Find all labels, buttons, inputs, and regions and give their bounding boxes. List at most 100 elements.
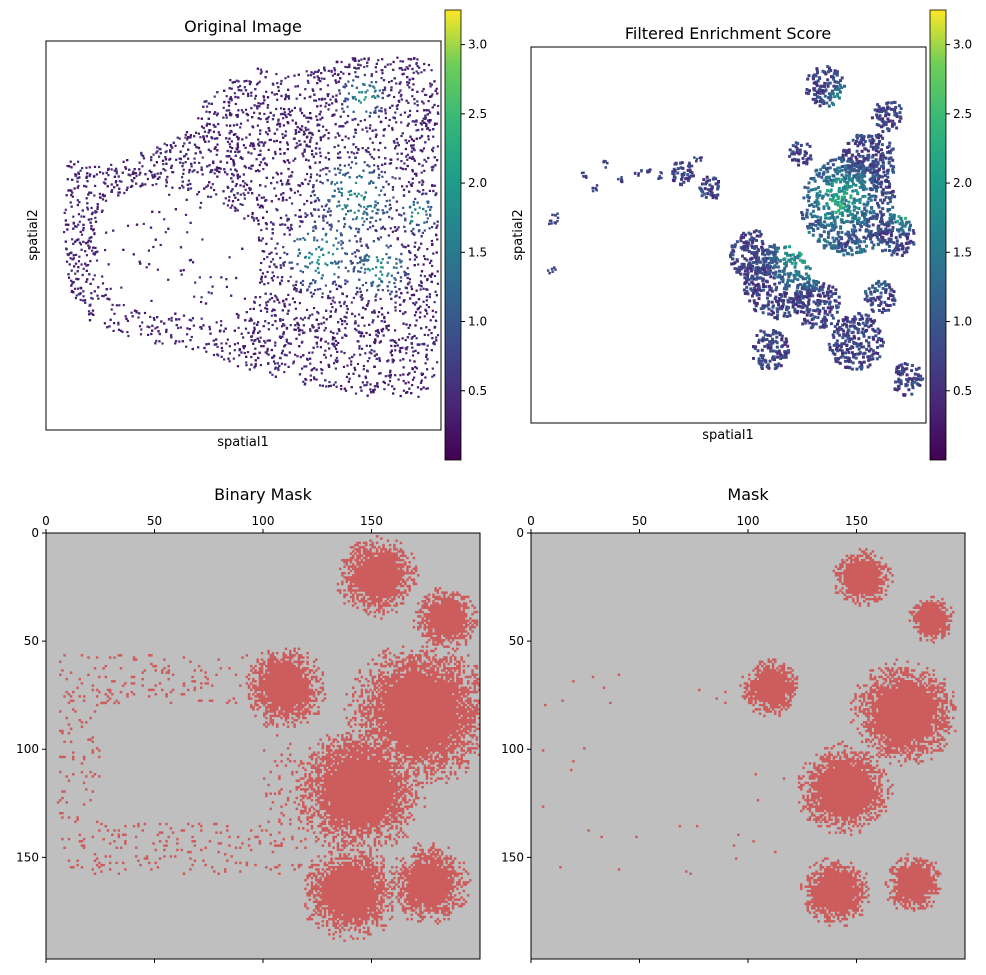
cell-point <box>87 310 91 313</box>
cell-point <box>138 161 141 164</box>
cell-point <box>316 105 319 108</box>
cell-point <box>407 273 410 276</box>
cell-point <box>368 182 371 185</box>
cell-point <box>393 282 396 285</box>
cell-point <box>220 276 223 279</box>
cell-point <box>388 81 391 84</box>
cell-point <box>415 367 418 370</box>
cell-point <box>433 343 436 346</box>
cell-point <box>389 63 392 66</box>
cell-point <box>138 168 141 171</box>
cell-point <box>377 176 380 179</box>
cell-point <box>247 151 250 154</box>
cell-point <box>354 320 357 323</box>
cell-point <box>122 248 125 251</box>
cell-point <box>286 253 289 256</box>
cell-point <box>305 116 308 119</box>
cell-point <box>426 248 429 251</box>
cell-point <box>317 208 320 211</box>
cell-point <box>415 311 418 314</box>
cell-point <box>235 114 238 117</box>
cell-point <box>81 209 84 212</box>
cell-point <box>218 170 221 174</box>
cell-point <box>283 233 286 236</box>
cell-point <box>388 199 391 202</box>
cell-point <box>179 161 182 164</box>
cell-point <box>390 354 394 357</box>
cell-point <box>241 138 244 141</box>
cell-point <box>388 94 391 97</box>
cell-point <box>415 223 419 226</box>
cell-point <box>343 315 346 318</box>
cell-point <box>420 388 423 391</box>
cell-point <box>252 342 255 345</box>
cell-point <box>86 278 89 281</box>
cell-point <box>427 63 431 67</box>
cell-point <box>340 194 344 197</box>
cell-point <box>368 171 371 174</box>
cell-point <box>370 156 373 159</box>
cell-point <box>265 131 268 134</box>
cell-point <box>406 81 409 84</box>
cell-point <box>358 256 362 259</box>
cell-point <box>122 160 125 163</box>
cell-point <box>426 258 429 261</box>
cell-point <box>219 167 222 170</box>
cell-point <box>411 170 414 173</box>
cell-point <box>322 316 325 319</box>
cell-point <box>259 102 262 105</box>
cell-point <box>324 205 327 208</box>
cell-point <box>267 362 270 365</box>
cell-point <box>215 153 218 156</box>
cell-point <box>362 335 365 338</box>
cell-point <box>384 65 387 68</box>
cell-point <box>346 364 349 367</box>
xlabel-original: spatial1 <box>217 435 269 450</box>
cell-point <box>393 141 396 144</box>
cell-point <box>85 254 88 257</box>
cell-point <box>340 187 343 190</box>
cell-point <box>303 365 306 368</box>
cell-point <box>422 192 425 195</box>
cell-point <box>367 58 370 61</box>
cell-point <box>303 114 306 117</box>
cell-point <box>104 293 107 297</box>
cell-point <box>369 137 372 140</box>
cell-point <box>391 188 394 191</box>
cell-point <box>237 86 240 89</box>
cell-point <box>170 336 173 339</box>
cell-point <box>309 379 312 382</box>
cell-point <box>153 164 156 167</box>
cell-point <box>207 195 210 198</box>
cell-point <box>254 362 257 366</box>
cell-point <box>421 179 424 182</box>
cell-point <box>73 163 76 166</box>
cell-point <box>767 252 771 256</box>
cell-point <box>426 217 429 220</box>
cell-point <box>296 238 299 241</box>
cell-point <box>377 330 380 333</box>
cell-point <box>330 302 333 305</box>
cell-point <box>161 342 164 345</box>
cell-point <box>159 172 162 175</box>
cell-point <box>233 343 236 346</box>
cell-point <box>393 117 396 120</box>
cell-point <box>409 109 412 112</box>
cell-point <box>327 294 330 297</box>
cell-point <box>76 180 79 183</box>
cell-point <box>382 212 385 215</box>
cell-point <box>126 186 129 189</box>
cell-point <box>375 256 378 259</box>
cell-point <box>151 324 154 327</box>
cell-point <box>310 201 313 204</box>
cell-point <box>752 299 756 303</box>
cell-point <box>291 267 294 270</box>
cell-point <box>83 215 86 218</box>
cell-point <box>64 208 67 211</box>
cell-point <box>264 341 267 344</box>
cell-point <box>431 264 434 267</box>
cell-point <box>275 171 278 174</box>
cell-point <box>118 191 121 194</box>
cell-point <box>209 150 212 153</box>
cell-point <box>343 222 347 226</box>
